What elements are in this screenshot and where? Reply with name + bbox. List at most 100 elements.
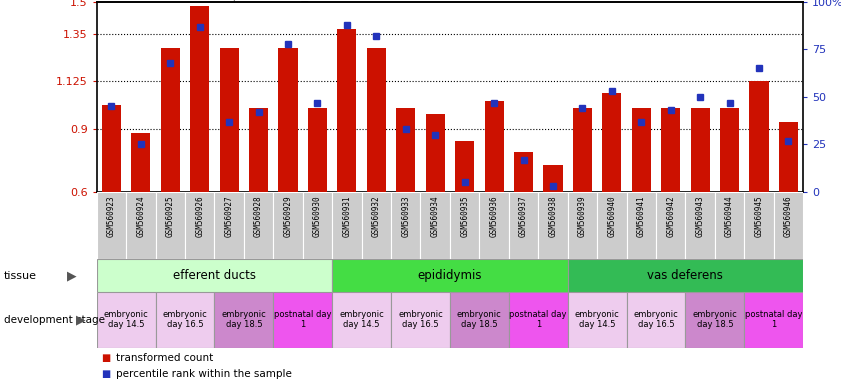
Bar (690, 108, 710, 192)
Text: efferent ducts: efferent ducts (173, 269, 256, 282)
Text: GSM560935: GSM560935 (460, 195, 469, 237)
Text: postnatal day
1: postnatal day 1 (510, 310, 567, 329)
Bar (308, 108, 327, 192)
Bar (779, 122, 798, 192)
Bar (509, 292, 568, 348)
Bar (185, 192, 214, 259)
Text: GSM560925: GSM560925 (166, 195, 175, 237)
Text: GSM560933: GSM560933 (401, 195, 410, 237)
Bar (97, 292, 156, 348)
Bar (774, 192, 803, 259)
Text: GSM560932: GSM560932 (372, 195, 381, 237)
Bar (249, 108, 268, 192)
Bar (190, 6, 209, 192)
Text: embryonic
day 16.5: embryonic day 16.5 (633, 310, 679, 329)
Text: GSM560937: GSM560937 (519, 195, 528, 237)
Text: transformed count: transformed count (116, 353, 214, 363)
Text: GSM560934: GSM560934 (431, 195, 440, 237)
Text: ▶: ▶ (76, 313, 86, 326)
Bar (573, 108, 592, 192)
Bar (97, 192, 126, 259)
Text: GSM560923: GSM560923 (107, 195, 116, 237)
Bar (131, 133, 151, 192)
Bar (220, 48, 239, 192)
Bar (568, 192, 597, 259)
Text: GSM560927: GSM560927 (225, 195, 234, 237)
Bar (273, 292, 332, 348)
Bar (602, 93, 621, 192)
Bar (597, 192, 627, 259)
Text: vas deferens: vas deferens (648, 269, 723, 282)
Bar (627, 192, 656, 259)
Text: GSM560941: GSM560941 (637, 195, 646, 237)
Bar (744, 292, 803, 348)
Bar (484, 101, 504, 192)
Bar (661, 108, 680, 192)
Text: epididymis: epididymis (418, 269, 482, 282)
Text: embryonic
day 14.5: embryonic day 14.5 (339, 310, 384, 329)
Bar (214, 292, 273, 348)
Text: GSM560936: GSM560936 (489, 195, 499, 237)
Text: GSM560929: GSM560929 (283, 195, 293, 237)
Bar (273, 192, 303, 259)
Bar (685, 292, 744, 348)
Text: GSM560931: GSM560931 (342, 195, 352, 237)
Text: GDS3862 / 1460734_at: GDS3862 / 1460734_at (167, 0, 322, 1)
Bar (391, 192, 420, 259)
Text: embryonic
day 16.5: embryonic day 16.5 (398, 310, 443, 329)
Text: postnatal day
1: postnatal day 1 (274, 310, 331, 329)
Text: tissue: tissue (4, 270, 37, 281)
Bar (332, 192, 362, 259)
Bar (543, 165, 563, 192)
Bar (156, 192, 185, 259)
Bar (332, 292, 391, 348)
Bar (420, 192, 450, 259)
Bar (568, 292, 627, 348)
Bar (214, 192, 244, 259)
Text: GSM560945: GSM560945 (754, 195, 764, 237)
Bar (744, 192, 774, 259)
Bar (391, 292, 450, 348)
Text: development stage: development stage (4, 314, 105, 325)
Text: GSM560943: GSM560943 (696, 195, 705, 237)
Text: GSM560942: GSM560942 (666, 195, 675, 237)
Text: GSM560939: GSM560939 (578, 195, 587, 237)
Bar (632, 108, 651, 192)
Bar (126, 192, 156, 259)
Text: embryonic
day 14.5: embryonic day 14.5 (103, 310, 149, 329)
Bar (685, 192, 715, 259)
Bar (509, 192, 538, 259)
Bar (720, 108, 739, 192)
Bar (749, 81, 769, 192)
Bar (514, 152, 533, 192)
Text: GSM560944: GSM560944 (725, 195, 734, 237)
Bar (538, 192, 568, 259)
Bar (450, 292, 509, 348)
Text: embryonic
day 18.5: embryonic day 18.5 (692, 310, 738, 329)
Text: percentile rank within the sample: percentile rank within the sample (116, 369, 292, 379)
Bar (332, 259, 568, 292)
Text: embryonic
day 16.5: embryonic day 16.5 (162, 310, 208, 329)
Bar (303, 192, 332, 259)
Text: GSM560926: GSM560926 (195, 195, 204, 237)
Bar (278, 48, 298, 192)
Text: embryonic
day 18.5: embryonic day 18.5 (221, 310, 267, 329)
Bar (627, 292, 685, 348)
Bar (102, 106, 121, 192)
Bar (568, 259, 803, 292)
Bar (156, 292, 214, 348)
Bar (97, 259, 332, 292)
Text: GSM560930: GSM560930 (313, 195, 322, 237)
Text: GSM560928: GSM560928 (254, 195, 263, 237)
Bar (455, 141, 474, 192)
Text: ■: ■ (101, 353, 110, 363)
Text: ▶: ▶ (66, 269, 77, 282)
Bar (244, 192, 273, 259)
Bar (367, 48, 386, 192)
Text: GSM560924: GSM560924 (136, 195, 145, 237)
Bar (656, 192, 685, 259)
Text: GSM560938: GSM560938 (548, 195, 558, 237)
Bar (396, 108, 415, 192)
Text: ■: ■ (101, 369, 110, 379)
Bar (479, 192, 509, 259)
